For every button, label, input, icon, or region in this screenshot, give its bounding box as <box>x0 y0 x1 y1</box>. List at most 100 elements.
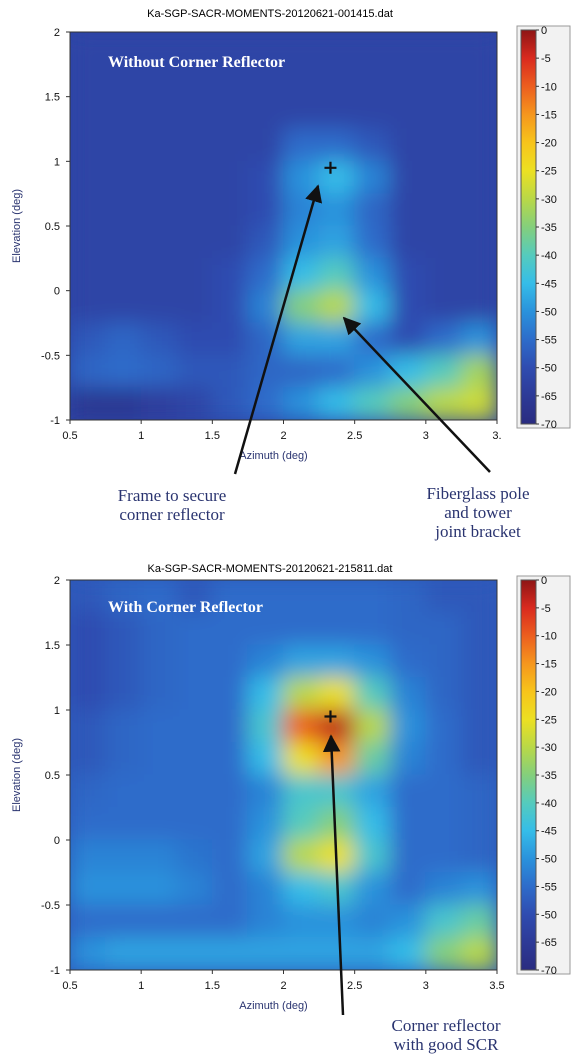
heatmap-cell <box>176 354 213 389</box>
heatmap-cell <box>211 709 249 743</box>
heatmap-cell <box>460 580 497 613</box>
heatmap-cell <box>176 580 213 613</box>
heatmap-cell <box>318 807 356 841</box>
heatmap-cell <box>425 612 462 646</box>
heatmap-cell <box>425 354 462 389</box>
colorbar-tick-label: -45 <box>541 278 557 290</box>
heatmap-cell <box>389 160 427 195</box>
colorbar-tick-label: -50 <box>541 909 557 921</box>
heatmap-cell <box>176 160 213 195</box>
heatmap-cell <box>105 612 142 646</box>
heatmap-cell <box>425 96 462 130</box>
heatmap-cell <box>70 937 107 970</box>
heatmap-cell <box>70 677 107 711</box>
heatmap-cell <box>283 580 320 613</box>
chart-title: Ka-SGP-SACR-MOMENTS-20120621-215811.dat <box>148 563 393 575</box>
heatmap-cell <box>247 742 284 776</box>
y-tick-label: 2 <box>54 27 60 39</box>
colorbar-tick-label: -50 <box>541 306 557 318</box>
heatmap-cell <box>105 807 142 841</box>
colorbar-tick-label: -15 <box>541 109 557 121</box>
y-tick-label: -0.5 <box>41 900 60 912</box>
y-tick-label: 1 <box>54 156 60 168</box>
heatmap-cell <box>211 742 249 776</box>
heatmap-cell <box>105 387 142 420</box>
heatmap-cell <box>176 774 213 808</box>
heatmap-cell <box>70 354 107 389</box>
heatmap-cell <box>247 644 284 678</box>
heatmap-cell <box>354 677 391 711</box>
heatmap-cell <box>318 677 356 711</box>
heatmap-cell <box>460 96 497 130</box>
heatmap-cell <box>247 63 284 98</box>
heatmap-cell <box>460 63 497 98</box>
heatmap-cell <box>211 322 249 356</box>
heatmap-cell <box>105 128 142 162</box>
heatmap-cell <box>140 580 178 613</box>
annotation: corner reflector <box>119 505 225 524</box>
heatmap-cell <box>425 937 462 970</box>
heatmap-cell <box>105 354 142 389</box>
heatmap-cell <box>283 742 320 776</box>
heatmap-cell <box>247 937 284 970</box>
annotation: Fiberglass pole <box>426 484 529 503</box>
annotation: Corner reflector <box>391 1016 500 1035</box>
heatmap-cell <box>460 839 497 873</box>
heatmap-cell <box>460 128 497 162</box>
heatmap-cell <box>211 32 249 65</box>
heatmap <box>70 580 497 970</box>
heatmap-cell <box>460 354 497 389</box>
heatmap-cell <box>247 839 284 873</box>
heatmap-cell <box>211 387 249 420</box>
arrow <box>342 316 491 473</box>
heatmap-cell <box>460 612 497 646</box>
heatmap-cell <box>425 257 462 292</box>
heatmap-cell <box>140 257 178 292</box>
heatmap-cell <box>425 742 462 776</box>
heatmap-cell <box>176 742 213 776</box>
heatmap-cell <box>70 904 107 938</box>
x-tick-label: 2 <box>280 430 286 442</box>
colorbar-tick-label: -40 <box>541 250 557 262</box>
heatmap-cell <box>140 774 178 808</box>
heatmap-cell <box>318 644 356 678</box>
heatmap-cell <box>247 96 284 130</box>
heatmap-cell <box>460 807 497 841</box>
heatmap-cell <box>105 322 142 356</box>
heatmap-cell <box>354 387 391 420</box>
heatmap-cell <box>389 387 427 420</box>
y-tick-label: -1 <box>50 415 60 427</box>
heatmap-cell <box>70 807 107 841</box>
heatmap-cell <box>318 937 356 970</box>
y-tick-label: -1 <box>50 965 60 977</box>
colorbar-tick-label: -20 <box>541 138 557 150</box>
heatmap-cell <box>318 742 356 776</box>
heatmap-cell <box>105 937 142 970</box>
heatmap-cell <box>247 580 284 613</box>
heatmap-cell <box>354 257 391 292</box>
heatmap-cell <box>105 580 142 613</box>
heatmap-cell <box>425 839 462 873</box>
heatmap-cell <box>70 193 107 227</box>
heatmap-cell <box>460 225 497 259</box>
plot-area <box>70 32 497 420</box>
heatmap-cell <box>354 872 391 906</box>
y-tick-label: 1 <box>54 705 60 717</box>
heatmap-cell <box>176 839 213 873</box>
heatmap-cell <box>247 774 284 808</box>
heatmap-cell <box>140 32 178 65</box>
colorbar-tick-label: -5 <box>541 603 551 615</box>
heatmap-cell <box>176 677 213 711</box>
heatmap-cell <box>247 807 284 841</box>
colorbar-tick-label: -10 <box>541 631 557 643</box>
heatmap-cell <box>70 160 107 195</box>
heatmap-cell <box>425 807 462 841</box>
heatmap-cell <box>283 677 320 711</box>
colorbar-tick-label: -55 <box>541 881 557 893</box>
heatmap-cell <box>140 193 178 227</box>
heatmap-cell <box>105 644 142 678</box>
inset-title: Without Corner Reflector <box>108 54 285 71</box>
heatmap-cell <box>425 872 462 906</box>
heatmap-cell <box>105 774 142 808</box>
heatmap-cell <box>105 290 142 324</box>
